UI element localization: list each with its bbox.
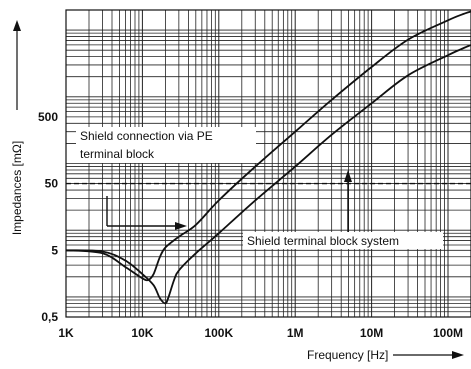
annotation-pe-line2: terminal block [80, 147, 155, 161]
annotation-pe-arrow-head [175, 222, 187, 230]
series-line-2 [65, 44, 471, 305]
plot-frame [65, 9, 471, 318]
y-axis-arrow-head [13, 20, 21, 31]
x-tick-label: 1K [58, 326, 74, 340]
series-line-1 [65, 10, 471, 282]
x-tick-label: 1M [287, 326, 304, 340]
y-tick-label: 5 [51, 243, 58, 257]
annotation-shield-terminal-block: Shield terminal block system [243, 170, 443, 249]
y-axis-title: Impedances [mΩ] [10, 141, 24, 235]
x-axis-title: Frequency [Hz] [307, 348, 388, 362]
x-tick-label: 100M [433, 326, 463, 340]
y-tick-label: 500 [38, 110, 58, 124]
tick-labels: 1K 10K 100K 1M 10M 100M 0,5 5 50 500 [38, 110, 463, 340]
annotation-background [76, 127, 256, 163]
curves [65, 10, 471, 305]
annotation-pe-line1: Shield connection via PE [80, 129, 213, 143]
x-axis-arrow-head [452, 351, 464, 359]
annotation-pe-terminal-block: Shield connection via PE terminal block [76, 127, 256, 230]
annotation-background [243, 232, 443, 249]
x-tick-label: 100K [204, 326, 233, 340]
y-tick-label: 50 [45, 177, 59, 191]
annotation-shield-arrow-head [344, 170, 352, 182]
y-tick-label: 0,5 [41, 310, 58, 324]
grid [66, 10, 471, 317]
x-tick-label: 10K [131, 326, 153, 340]
annotation-shield-line1: Shield terminal block system [247, 234, 399, 248]
y-axis-title-group: Impedances [mΩ] [10, 20, 24, 235]
x-tick-label: 10M [360, 326, 383, 340]
x-axis-title-group: Frequency [Hz] [307, 348, 464, 362]
